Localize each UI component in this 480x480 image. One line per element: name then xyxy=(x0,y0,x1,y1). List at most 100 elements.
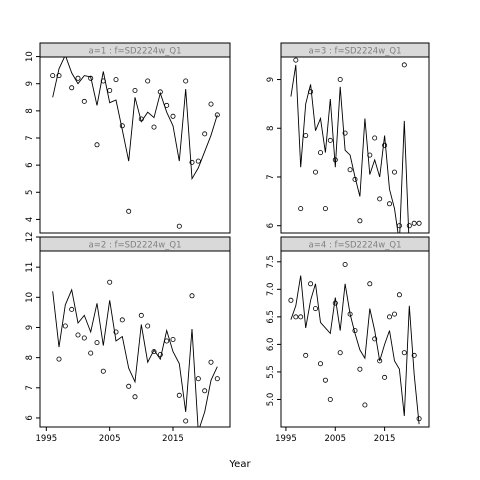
data-point-a3-25 xyxy=(411,220,417,226)
data-point-a1-1 xyxy=(56,73,62,79)
x-tick-label-a2-0: 1995 xyxy=(36,434,58,444)
data-point-a3-11 xyxy=(342,130,348,136)
data-point-a2-6 xyxy=(88,350,94,356)
y-tick-label-a2-1: 7 xyxy=(25,385,35,390)
y-tick-label-a1-4: 8 xyxy=(25,108,35,113)
series-line-a2 xyxy=(52,288,218,427)
x-tick-label-a4-1: 2005 xyxy=(324,434,346,444)
data-point-a2-19 xyxy=(170,336,176,342)
data-point-a1-8 xyxy=(100,78,106,84)
panel-title-a2: a=2 : f=SD2224w_Q1 xyxy=(89,241,182,251)
data-point-a2-22 xyxy=(189,293,195,299)
data-point-a4-21 xyxy=(391,311,397,317)
data-point-a3-20 xyxy=(386,201,392,207)
data-point-a4-12 xyxy=(347,311,353,317)
y-tick-label-a2-2: 8 xyxy=(25,355,35,360)
data-point-a2-12 xyxy=(126,383,132,389)
data-point-a3-9 xyxy=(332,157,338,163)
data-point-a1-11 xyxy=(119,123,125,129)
data-point-a3-22 xyxy=(396,223,402,229)
data-point-a3-18 xyxy=(377,196,383,202)
data-point-a3-23 xyxy=(401,62,407,68)
data-point-a3-10 xyxy=(337,77,343,83)
data-point-a1-13 xyxy=(132,88,138,94)
x-tick-label-a4-0: 1995 xyxy=(275,434,297,444)
data-point-a2-11 xyxy=(119,317,125,323)
data-point-a4-15 xyxy=(362,402,368,408)
data-point-a1-9 xyxy=(107,88,113,94)
data-point-a2-15 xyxy=(145,323,151,329)
y-tick-label-a1-2: 6 xyxy=(25,162,35,167)
data-point-a1-24 xyxy=(202,131,208,137)
data-point-a4-10 xyxy=(337,350,343,356)
series-line-a4 xyxy=(290,275,420,425)
data-point-a4-8 xyxy=(327,396,333,402)
data-point-a2-26 xyxy=(214,376,220,382)
data-point-a2-14 xyxy=(138,312,144,318)
chart-panels: a=1 : f=SD2224w_Q1 4 5 6 7 8 9 10 a=3 : f=SD2224… xyxy=(25,42,430,444)
data-point-a3-21 xyxy=(391,169,397,175)
series-line-a1 xyxy=(52,57,218,181)
data-point-a4-5 xyxy=(312,306,318,312)
data-point-a1-12 xyxy=(126,208,132,214)
data-point-a3-13 xyxy=(352,176,358,182)
data-point-a2-18 xyxy=(164,338,170,344)
data-point-a4-22 xyxy=(396,292,402,298)
data-point-a3-3 xyxy=(303,133,309,139)
data-point-a2-23 xyxy=(195,376,201,382)
x-tick-label-a2-1: 2005 xyxy=(99,434,121,444)
data-point-a4-7 xyxy=(322,377,328,383)
data-point-a2-21 xyxy=(183,418,189,424)
data-point-a1-16 xyxy=(151,124,157,130)
panel-a2: a=2 : f=SD2224w_Q1 6 7 8 9 10 11 12 1995 2005 2015 xyxy=(25,232,231,444)
data-point-a4-25 xyxy=(411,352,417,358)
y-tick-label-a4-4: 7.0 xyxy=(266,283,276,297)
plot-area-a3 xyxy=(290,57,422,233)
panel-title-a4: a=4 : f=SD2224w_Q1 xyxy=(309,241,402,251)
data-point-a4-16 xyxy=(367,281,373,287)
y-tick-label-a3-0: 6 xyxy=(266,223,276,228)
data-point-a4-13 xyxy=(352,328,358,334)
data-point-a3-12 xyxy=(347,167,353,173)
data-point-a3-1 xyxy=(293,57,299,63)
panel-frame-a2 xyxy=(39,236,231,428)
data-point-a3-24 xyxy=(406,223,412,229)
data-point-a4-20 xyxy=(386,314,392,320)
data-point-a1-14 xyxy=(138,116,144,122)
y-tick-label-a2-4: 10 xyxy=(25,292,35,303)
y-tick-label-a3-1: 7 xyxy=(266,174,276,179)
data-point-a2-9 xyxy=(107,279,113,285)
figure-x-axis-label: Year xyxy=(228,459,251,470)
y-tick-label-a4-3: 6.5 xyxy=(266,310,276,324)
data-point-a2-5 xyxy=(81,335,87,341)
data-point-a1-26 xyxy=(214,112,220,118)
data-point-a2-7 xyxy=(94,340,100,346)
data-point-a3-14 xyxy=(357,218,363,224)
data-point-a4-0 xyxy=(288,297,294,303)
y-tick-label-a1-3: 7 xyxy=(25,135,35,140)
data-point-a2-25 xyxy=(208,359,214,365)
data-point-a1-23 xyxy=(195,158,201,164)
data-point-a2-13 xyxy=(132,394,138,400)
data-point-a3-6 xyxy=(317,150,323,156)
data-point-a1-0 xyxy=(50,73,56,79)
data-point-a3-19 xyxy=(382,142,388,148)
data-point-a1-19 xyxy=(170,113,176,119)
data-point-a2-4 xyxy=(75,332,81,338)
x-tick-label-a4-2: 2015 xyxy=(374,434,396,444)
data-point-a1-10 xyxy=(113,77,119,83)
data-point-a1-21 xyxy=(183,78,189,84)
y-tick-label-a1-6: 10 xyxy=(25,51,35,62)
y-tick-label-a1-5: 9 xyxy=(25,81,35,86)
data-point-a1-6 xyxy=(88,75,94,81)
data-point-a3-8 xyxy=(327,137,333,143)
data-point-a2-2 xyxy=(62,323,68,329)
y-tick-label-a2-0: 6 xyxy=(25,415,35,420)
data-point-a3-26 xyxy=(416,220,422,226)
data-point-a2-8 xyxy=(100,368,106,374)
data-point-a2-20 xyxy=(176,392,182,398)
data-point-a4-19 xyxy=(382,374,388,380)
data-point-a4-4 xyxy=(308,281,314,287)
plot-area-a1 xyxy=(50,57,220,229)
